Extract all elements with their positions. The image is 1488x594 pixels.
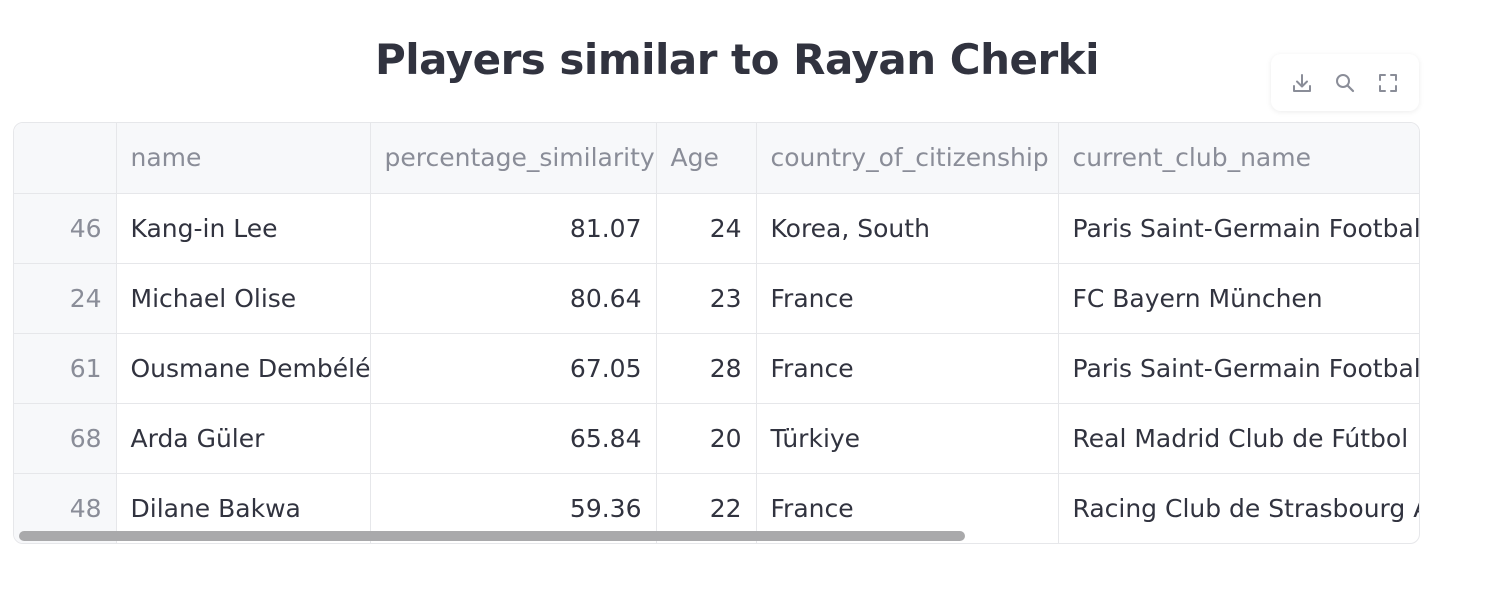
cell-percentage-similarity[interactable]: 81.07 [370, 193, 657, 264]
row-index: 46 [14, 193, 117, 264]
table-row: 68 Arda Güler 65.84 20 Türkiye Real Madr… [14, 403, 1419, 474]
fullscreen-icon [1378, 73, 1397, 92]
cell-club[interactable]: FC Bayern München [1058, 263, 1419, 334]
table-row: 46 Kang-in Lee 81.07 24 Korea, South Par… [14, 193, 1419, 264]
cell-club[interactable]: Paris Saint-Germain Football Club [1058, 333, 1419, 404]
page-title: Players similar to Rayan Cherki [375, 35, 1100, 84]
cell-name[interactable]: Michael Olise [116, 263, 371, 334]
data-table: name percentage_similarity Age country_o… [14, 123, 1419, 543]
table-row: 24 Michael Olise 80.64 23 France FC Baye… [14, 263, 1419, 334]
cell-country[interactable]: France [756, 333, 1059, 404]
dataframe-grid[interactable]: name percentage_similarity Age country_o… [13, 122, 1420, 544]
search-button[interactable] [1328, 66, 1362, 100]
download-button[interactable] [1285, 66, 1319, 100]
search-icon [1335, 73, 1355, 92]
cell-country[interactable]: Korea, South [756, 193, 1059, 264]
cell-age[interactable]: 28 [656, 333, 757, 404]
cell-age[interactable]: 24 [656, 193, 757, 264]
cell-club[interactable]: Paris Saint-Germain Football Club [1058, 193, 1419, 264]
cell-country[interactable]: France [756, 263, 1059, 334]
column-header-name[interactable]: name [116, 123, 371, 194]
cell-club[interactable]: Real Madrid Club de Fútbol [1058, 403, 1419, 474]
column-header-country[interactable]: country_of_citizenship [756, 123, 1059, 194]
table-row: 61 Ousmane Dembélé 67.05 28 France Paris… [14, 333, 1419, 404]
download-icon [1293, 73, 1312, 92]
row-index: 68 [14, 403, 117, 474]
dataframe-toolbar [1271, 54, 1419, 111]
column-header-percentage-similarity[interactable]: percentage_similarity [370, 123, 657, 194]
row-index: 61 [14, 333, 117, 404]
fullscreen-button[interactable] [1371, 66, 1405, 100]
horizontal-scrollbar[interactable] [19, 531, 965, 541]
cell-age[interactable]: 23 [656, 263, 757, 334]
cell-percentage-similarity[interactable]: 67.05 [370, 333, 657, 404]
row-index: 24 [14, 263, 117, 334]
cell-name[interactable]: Kang-in Lee [116, 193, 371, 264]
header-row: name percentage_similarity Age country_o… [14, 123, 1419, 194]
cell-club[interactable]: Racing Club de Strasbourg Alsace [1058, 473, 1419, 543]
cell-name[interactable]: Arda Güler [116, 403, 371, 474]
cell-percentage-similarity[interactable]: 80.64 [370, 263, 657, 334]
index-header [14, 123, 117, 194]
cell-country[interactable]: Türkiye [756, 403, 1059, 474]
column-header-age[interactable]: Age [656, 123, 757, 194]
cell-name[interactable]: Ousmane Dembélé [116, 333, 371, 404]
cell-percentage-similarity[interactable]: 65.84 [370, 403, 657, 474]
cell-age[interactable]: 20 [656, 403, 757, 474]
column-header-club[interactable]: current_club_name [1058, 123, 1419, 194]
